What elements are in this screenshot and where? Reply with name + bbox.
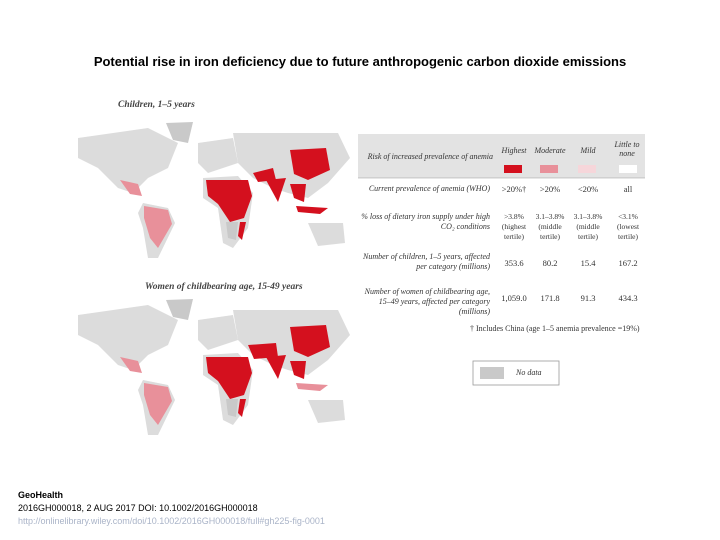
table-cell: 15.4: [580, 258, 596, 268]
table-cell: >20%†: [501, 184, 527, 194]
table-cell: 167.2: [618, 258, 638, 268]
column-header: Mild: [580, 146, 596, 155]
row-label: Current prevalence of anemia (WHO): [368, 184, 490, 193]
table-cell: <20%: [577, 184, 599, 194]
column-header: Highest: [501, 146, 527, 155]
slide-title: Potential rise in iron deficiency due to…: [93, 54, 627, 69]
table-header-label: Risk of increased prevalence of anemia: [367, 152, 493, 161]
map-title: Children, 1–5 years: [118, 100, 195, 110]
column-header: Little to none: [614, 140, 640, 158]
table-cell: 91.3: [580, 293, 596, 303]
table-cell: 171.8: [540, 293, 560, 303]
citation: 2016GH000018, 2 AUG 2017 DOI: 10.1002/20…: [18, 503, 258, 513]
row-label: % loss of dietary iron supply under high…: [361, 212, 490, 231]
table-footnote: † Includes China (age 1–5 anemia prevale…: [470, 324, 640, 333]
table-cell: 3.1–3.8% (middle tertile): [535, 212, 565, 241]
column-header: Moderate: [534, 146, 566, 155]
table-cell: all: [623, 184, 633, 194]
legend-label: No data: [516, 368, 542, 377]
table-cell: 80.2: [542, 258, 558, 268]
table-cell: 3.1–3.8% (middle tertile): [573, 212, 603, 241]
table-cell: >3.8% (highest tertile): [501, 212, 527, 241]
table-cell: 434.3: [618, 293, 638, 303]
table-cell: 1,059.0: [501, 293, 527, 303]
table-cell: <3.1% (lowest tertile): [616, 212, 640, 241]
table-cell: >20%: [539, 184, 561, 194]
row-label: Number of children, 1–5 years, affected …: [362, 252, 490, 271]
journal: GeoHealth: [18, 490, 64, 500]
table-cell: 353.6: [504, 258, 524, 268]
map-title: Women of childbearing age, 15-49 years: [145, 282, 303, 292]
link[interactable]: http://onlinelibrary.wiley.com/doi/10.10…: [18, 516, 325, 526]
row-label: Number of women of childbearing age, 15–…: [364, 287, 490, 316]
